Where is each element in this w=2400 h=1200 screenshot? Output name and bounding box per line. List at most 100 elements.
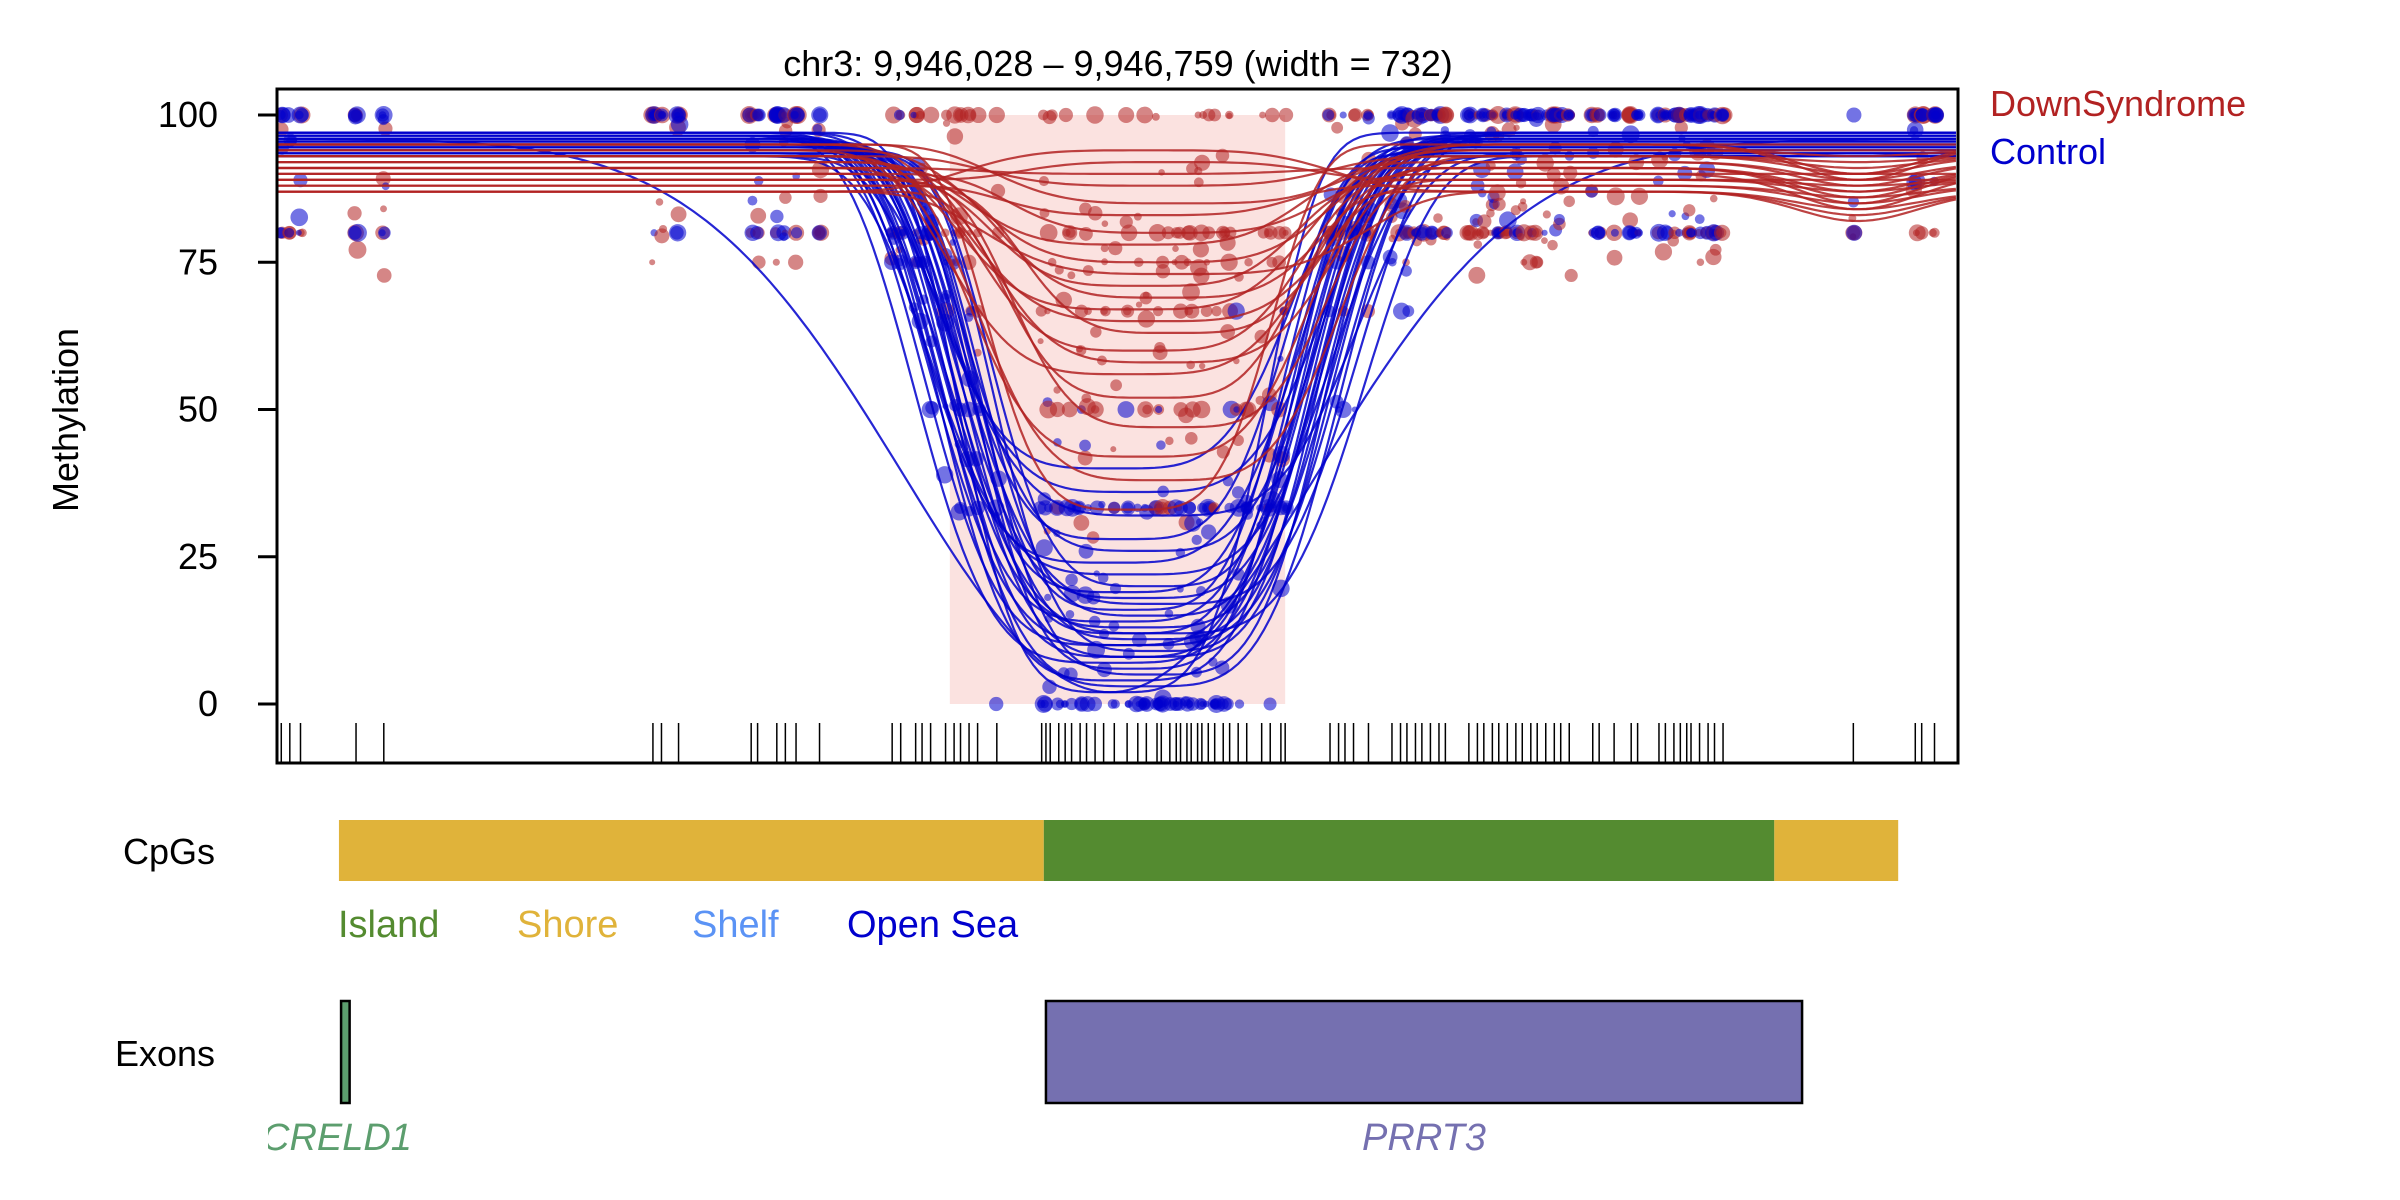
- control-point: [1155, 405, 1163, 414]
- downsyndrome-point: [376, 268, 392, 283]
- downsyndrome-point: [1709, 194, 1718, 203]
- downsyndrome-point: [1110, 446, 1117, 453]
- downsyndrome-point: [970, 106, 987, 124]
- downsyndrome-point: [1529, 255, 1543, 269]
- control-point: [1685, 228, 1696, 238]
- downsyndrome-point: [1208, 108, 1222, 122]
- control-point: [1051, 697, 1065, 711]
- downsyndrome-point: [1151, 112, 1160, 121]
- downsyndrome-point: [1184, 303, 1200, 319]
- control-curve: [278, 137, 1956, 470]
- downsyndrome-point: [772, 258, 780, 266]
- control-point: [1156, 440, 1166, 450]
- control-point: [1715, 108, 1730, 122]
- downsyndrome-point: [1082, 265, 1094, 276]
- downsyndrome-point: [1622, 212, 1639, 229]
- control-point: [1847, 196, 1860, 208]
- downsyndrome-point: [348, 240, 367, 259]
- control-point: [670, 226, 684, 240]
- control-point: [1846, 107, 1862, 123]
- downsyndrome-point: [1118, 106, 1135, 124]
- downsyndrome-point: [1532, 228, 1542, 238]
- control-point: [1694, 214, 1705, 225]
- legend-island: Island: [338, 904, 439, 946]
- downsyndrome-point: [1137, 310, 1156, 328]
- downsyndrome-point: [1173, 303, 1189, 319]
- control-curve: [278, 134, 1956, 564]
- data-points: [278, 106, 1945, 713]
- downsyndrome-curve: [278, 172, 1957, 234]
- downsyndrome-point: [1220, 253, 1238, 271]
- downsyndrome-point: [1121, 304, 1135, 318]
- control-point: [1606, 108, 1621, 122]
- control-point: [1233, 406, 1240, 413]
- downsyndrome-curve: [278, 155, 1956, 187]
- control-point: [290, 208, 309, 227]
- y-tick-label: 100: [158, 94, 218, 135]
- control-point: [284, 227, 295, 238]
- control-point: [1593, 108, 1607, 122]
- downsyndrome-point: [915, 110, 925, 120]
- control-point: [1120, 500, 1136, 516]
- downsyndrome-point: [1211, 305, 1222, 317]
- control-point: [1098, 500, 1106, 509]
- control-point: [1541, 229, 1548, 236]
- downsyndrome-point: [655, 198, 664, 206]
- downsyndrome-point: [1090, 405, 1100, 414]
- control-point: [1137, 697, 1151, 711]
- downsyndrome-point: [1517, 201, 1528, 212]
- control-point: [893, 109, 905, 121]
- downsyndrome-point: [1039, 223, 1058, 242]
- control-point: [910, 111, 917, 119]
- legend-control: Control: [1990, 131, 2106, 172]
- control-point: [747, 195, 758, 206]
- control-point: [1587, 125, 1599, 137]
- control-point: [1194, 697, 1207, 711]
- control-point: [1929, 107, 1944, 123]
- downsyndrome-point: [1037, 338, 1044, 345]
- y-axis: 0 25 50 75 100: [158, 94, 277, 724]
- downsyndrome-point: [1061, 401, 1078, 418]
- legend-downsyndrome: DownSyndrome: [1990, 83, 2246, 124]
- downsyndrome-point: [1137, 401, 1154, 418]
- downsyndrome-point: [1264, 107, 1280, 123]
- control-point: [1065, 573, 1078, 587]
- downsyndrome-point: [1062, 225, 1078, 241]
- control-point: [776, 225, 792, 241]
- downsyndrome-point: [1547, 239, 1558, 251]
- control-point: [1040, 699, 1049, 709]
- downsyndrome-point: [1408, 127, 1422, 141]
- control-point: [1183, 501, 1197, 515]
- downsyndrome-point: [1058, 107, 1073, 123]
- control-point: [1231, 486, 1245, 499]
- downsyndrome-point: [1486, 208, 1495, 218]
- control-point: [750, 225, 764, 240]
- legend-shore: Shore: [517, 904, 618, 946]
- control-point: [1846, 224, 1863, 241]
- control-point: [1210, 700, 1217, 708]
- downsyndrome-curve: [278, 184, 1957, 217]
- downsyndrome-point: [1200, 305, 1213, 317]
- downsyndrome-point: [649, 259, 656, 266]
- control-point: [376, 108, 390, 122]
- control-point: [811, 106, 829, 124]
- y-tick-label: 50: [178, 389, 218, 430]
- downsyndrome-point: [1683, 204, 1696, 217]
- control-point: [950, 503, 968, 521]
- control-point: [1533, 109, 1545, 121]
- downsyndrome-point: [1055, 291, 1072, 309]
- exons-track-label: Exons: [115, 1033, 215, 1074]
- downsyndrome-point: [1716, 227, 1727, 238]
- control-point: [1087, 696, 1103, 712]
- downsyndrome-point: [1433, 213, 1443, 223]
- downsyndrome-point: [1513, 124, 1520, 131]
- control-point: [1635, 228, 1644, 237]
- downsyndrome-point: [1278, 107, 1294, 123]
- downsyndrome-point: [1915, 226, 1929, 240]
- downsyndrome-point: [670, 206, 687, 223]
- control-point: [378, 226, 391, 240]
- y-tick-label: 0: [198, 683, 218, 724]
- control-point: [790, 227, 803, 239]
- downsyndrome-point: [1468, 266, 1486, 284]
- cpg-legend: Island Shore Shelf Open Sea: [338, 904, 1019, 946]
